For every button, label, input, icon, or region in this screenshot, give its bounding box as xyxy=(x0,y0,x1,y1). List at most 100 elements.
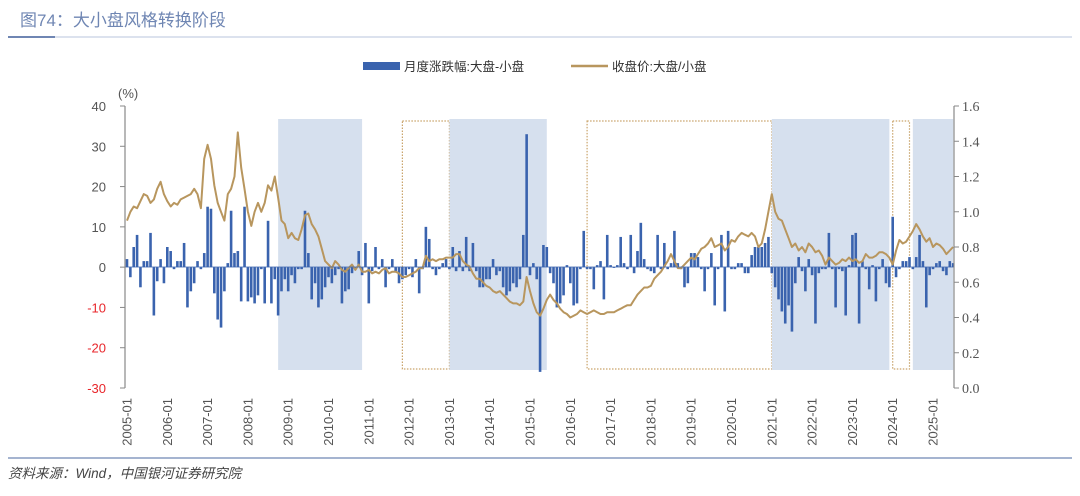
bar xyxy=(404,267,408,276)
bar xyxy=(273,267,277,280)
bar xyxy=(837,267,841,270)
bar xyxy=(703,267,706,292)
left-axis: (%) 40 30 20 10 0 -10 -20 -30 xyxy=(87,86,138,396)
bar xyxy=(343,267,347,292)
bar xyxy=(249,267,253,298)
x-tick-label: 2017-01 xyxy=(603,398,618,446)
left-axis-unit: (%) xyxy=(118,86,138,101)
bar xyxy=(928,267,931,276)
bar xyxy=(794,267,797,284)
left-tick-label: -30 xyxy=(87,381,106,396)
bar xyxy=(582,230,586,268)
bar xyxy=(911,267,915,270)
bar xyxy=(552,267,555,284)
bar xyxy=(686,267,690,284)
bar xyxy=(474,267,478,272)
bar xyxy=(535,267,539,280)
bar xyxy=(800,267,804,272)
bar xyxy=(182,242,186,268)
x-tick-label: 2013-01 xyxy=(442,398,457,446)
bar xyxy=(401,267,404,280)
bar xyxy=(948,261,952,268)
bar xyxy=(172,267,176,270)
bar xyxy=(370,267,374,272)
bar xyxy=(518,267,522,280)
bar xyxy=(145,261,149,268)
bar xyxy=(763,242,767,268)
bar xyxy=(753,247,757,268)
bar xyxy=(501,267,505,288)
bar xyxy=(777,267,780,300)
bar xyxy=(458,251,461,268)
bar xyxy=(511,267,515,284)
x-tick-label: 2014-01 xyxy=(482,398,497,446)
bar xyxy=(226,263,230,268)
bar xyxy=(941,267,945,272)
bar xyxy=(757,247,760,268)
bar xyxy=(847,265,851,268)
bar xyxy=(830,267,834,270)
x-tick-label: 2007-01 xyxy=(200,398,215,446)
bar xyxy=(538,267,542,372)
bar xyxy=(414,259,418,268)
bar xyxy=(616,265,619,268)
bar xyxy=(199,267,203,270)
bar xyxy=(505,267,508,296)
bar xyxy=(290,267,293,276)
bar xyxy=(434,267,438,276)
x-tick-label: 2020-01 xyxy=(724,398,739,446)
bar xyxy=(646,267,649,270)
bar xyxy=(605,234,609,268)
bar xyxy=(548,267,552,274)
bar xyxy=(283,267,287,280)
bar xyxy=(454,267,458,272)
bar xyxy=(881,259,884,268)
left-tick-label: -10 xyxy=(87,300,106,315)
bar xyxy=(841,267,844,272)
right-tick-label: 1.4 xyxy=(962,135,980,150)
x-tick-label: 2005-01 xyxy=(120,398,135,446)
bar xyxy=(152,267,156,316)
bar xyxy=(424,226,428,268)
bar xyxy=(689,253,693,268)
bar xyxy=(783,267,787,324)
dotted-region xyxy=(586,120,773,370)
bar xyxy=(186,267,189,308)
bar xyxy=(710,253,713,268)
bar xyxy=(387,267,391,270)
bar xyxy=(407,267,411,270)
bar xyxy=(857,267,861,324)
bar xyxy=(622,263,626,268)
bar xyxy=(773,267,777,288)
bar xyxy=(834,267,837,308)
bar xyxy=(317,267,320,308)
left-tick-label: -20 xyxy=(87,341,106,356)
bar xyxy=(720,234,723,268)
right-tick-label: 0.4 xyxy=(962,312,980,327)
bar xyxy=(350,267,354,274)
legend: 月度涨跌幅:大盘-小盘 收盘价:大盘/小盘 xyxy=(363,59,706,74)
x-tick-label: 2023-01 xyxy=(845,398,860,446)
x-tick-label: 2006-01 xyxy=(160,398,175,446)
bar xyxy=(585,267,589,270)
bar xyxy=(810,267,814,276)
bar xyxy=(787,267,790,306)
bar xyxy=(521,234,525,268)
bar xyxy=(233,253,236,268)
bar xyxy=(669,263,673,268)
bar xyxy=(901,261,905,268)
bar xyxy=(864,267,868,270)
bar xyxy=(884,267,888,284)
bar xyxy=(239,267,243,302)
source-note: 资料来源：Wind，中国银河证券研究院 xyxy=(8,466,244,481)
bar xyxy=(817,267,821,274)
page-title: 图74：大小盘风格转换阶段 xyxy=(20,11,226,30)
bar xyxy=(619,236,622,268)
bar xyxy=(730,267,733,270)
bar xyxy=(286,267,290,292)
bar xyxy=(572,267,575,306)
bar xyxy=(609,265,612,268)
bar xyxy=(391,259,394,268)
bar xyxy=(206,206,209,268)
